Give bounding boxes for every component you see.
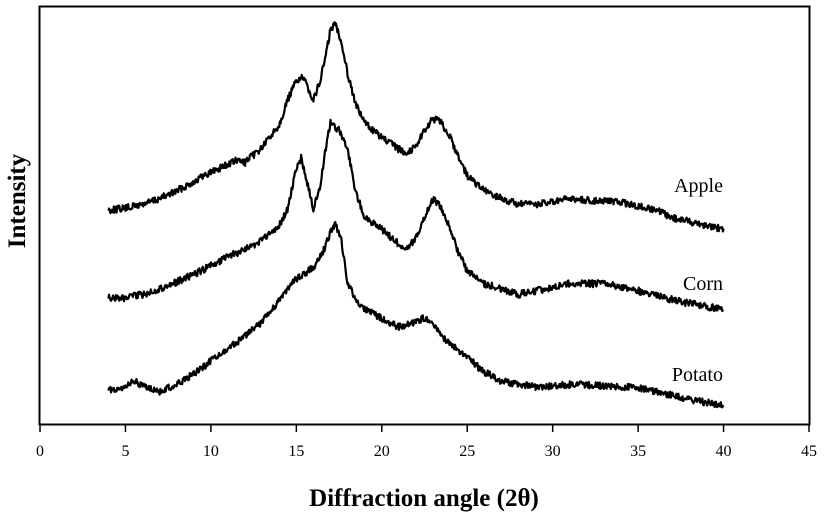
x-axis-ticks bbox=[39, 425, 810, 432]
series-lines bbox=[107, 21, 725, 409]
plot-area-border bbox=[38, 5, 811, 426]
x-tick-label: 15 bbox=[288, 443, 304, 460]
x-tick-label: 40 bbox=[716, 443, 732, 460]
series-labels: Apple Corn Potato bbox=[672, 175, 723, 386]
series-label-corn: Corn bbox=[683, 273, 723, 295]
x-tick-label: 10 bbox=[203, 443, 219, 460]
x-tick-label: 20 bbox=[374, 443, 390, 460]
x-tick-label: 25 bbox=[459, 443, 475, 460]
x-axis-tick-labels: 0 5 10 15 20 25 30 35 40 45 bbox=[36, 443, 817, 460]
series-line-potato bbox=[107, 220, 725, 409]
x-tick-label: 30 bbox=[545, 443, 561, 460]
x-tick-label: 45 bbox=[801, 443, 817, 460]
series-label-potato: Potato bbox=[672, 364, 723, 386]
y-axis-title: Intensity bbox=[4, 153, 31, 248]
x-axis-title: Diffraction angle (2θ) bbox=[309, 485, 539, 512]
series-label-apple: Apple bbox=[674, 175, 723, 197]
x-tick-label: 35 bbox=[630, 443, 646, 460]
plot-frame bbox=[38, 5, 811, 426]
series-line-corn bbox=[107, 118, 724, 313]
series-line-apple bbox=[107, 21, 725, 233]
x-tick-label: 0 bbox=[36, 443, 44, 460]
x-tick-label: 5 bbox=[121, 443, 129, 460]
